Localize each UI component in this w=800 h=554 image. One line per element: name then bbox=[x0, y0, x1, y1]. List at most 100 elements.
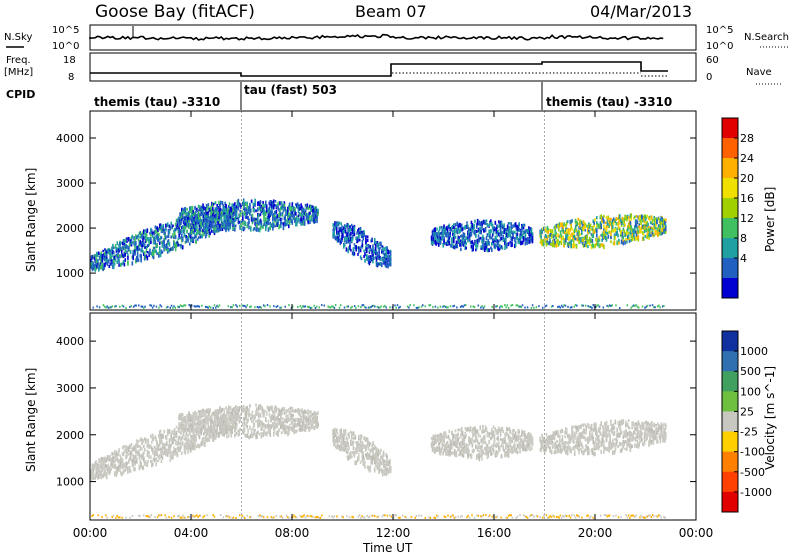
power-echo-cell bbox=[265, 209, 268, 213]
power-echo-cell bbox=[163, 230, 165, 235]
power-echo-cell bbox=[510, 224, 513, 229]
power-echo-cell bbox=[175, 243, 178, 248]
velocity-echo-cell bbox=[256, 408, 258, 411]
power-echo-cell bbox=[301, 209, 303, 213]
power-echo-cell bbox=[343, 243, 346, 247]
power-echo-cell bbox=[227, 228, 230, 232]
power-echo-cell bbox=[163, 238, 165, 242]
velocity-echo-cell bbox=[197, 417, 200, 422]
power-echo-cell bbox=[433, 228, 436, 232]
velocity-echo-cell bbox=[254, 428, 256, 432]
velocity-echo-cell bbox=[228, 414, 231, 418]
power-echo-cell bbox=[618, 221, 620, 226]
power-echo-cell bbox=[225, 227, 227, 233]
power-echo-cell bbox=[200, 210, 203, 215]
power-echo-cell bbox=[528, 238, 531, 241]
power-echo-cell bbox=[539, 233, 542, 238]
power-echo-cell bbox=[184, 218, 187, 223]
power-echo-cell bbox=[205, 216, 208, 220]
power-echo-cell bbox=[508, 226, 511, 230]
power-echo-cell bbox=[464, 241, 467, 245]
power-echo-cell bbox=[199, 212, 202, 216]
power-echo-cell bbox=[586, 224, 588, 228]
power-echo-cell bbox=[275, 221, 278, 226]
power-echo-cell bbox=[600, 225, 603, 230]
power-echo-cell bbox=[558, 228, 560, 232]
nave-label: Nave bbox=[746, 67, 772, 78]
power-echo-cell bbox=[238, 220, 241, 224]
power-echo-cell bbox=[295, 217, 297, 223]
power-echo-cell bbox=[203, 206, 205, 211]
velocity-echo-cell bbox=[111, 460, 113, 464]
power-clutter-cell bbox=[180, 304, 183, 307]
velocity-echo-cell bbox=[133, 467, 135, 472]
velocity-echo-cell bbox=[190, 424, 193, 427]
velocity-echo-cell bbox=[288, 423, 291, 429]
power-echo-cell bbox=[311, 209, 314, 213]
power-echo-cell bbox=[542, 227, 544, 231]
power-echo-cell bbox=[276, 222, 279, 227]
velocity-echo-cell bbox=[115, 466, 118, 471]
power-echo-cell bbox=[524, 237, 527, 241]
power-echo-cell bbox=[198, 224, 201, 228]
power-echo-cell bbox=[359, 255, 362, 259]
power-echo-cell bbox=[359, 248, 362, 253]
power-echo-cell bbox=[279, 224, 281, 228]
power-clutter-cell bbox=[111, 305, 113, 308]
power-echo-cell bbox=[285, 209, 287, 213]
power-clutter-cell bbox=[395, 306, 398, 309]
velocity-echo-cell bbox=[193, 416, 195, 420]
power-echo-cell bbox=[663, 221, 665, 227]
power-echo-cell bbox=[436, 237, 438, 241]
power-echo-cell bbox=[637, 230, 640, 233]
power-echo-cell bbox=[617, 233, 619, 238]
velocity-echo-cell bbox=[197, 443, 200, 448]
velocity-echo-cell bbox=[146, 449, 149, 453]
power-echo-cell bbox=[482, 244, 484, 250]
velocity-echo-cell bbox=[242, 431, 245, 435]
power-echo-cell bbox=[635, 232, 638, 237]
power-echo-cell bbox=[507, 222, 510, 225]
power-echo-cell bbox=[216, 226, 218, 230]
power-echo-cell bbox=[276, 214, 279, 219]
power-echo-cell bbox=[435, 242, 437, 246]
velocity-echo-cell bbox=[199, 414, 202, 419]
power-echo-cell bbox=[210, 211, 212, 216]
power-echo-cell bbox=[520, 233, 522, 237]
power-echo-cell bbox=[575, 220, 578, 225]
power-echo-cell bbox=[488, 248, 490, 252]
velocity-echo-cell bbox=[219, 427, 221, 431]
power-echo-cell bbox=[559, 235, 562, 239]
velocity-echo-cell bbox=[238, 419, 241, 424]
power-echo-cell bbox=[238, 213, 241, 217]
power-echo-cell bbox=[223, 213, 226, 217]
power-echo-cell bbox=[292, 206, 294, 210]
power-echo-cell bbox=[188, 226, 190, 229]
power-echo-cell bbox=[163, 246, 165, 252]
power-echo-cell bbox=[449, 233, 452, 238]
power-echo-cell bbox=[226, 211, 228, 216]
velocity-echo-cell bbox=[261, 423, 264, 428]
power-echo-cell bbox=[274, 210, 277, 215]
power-echo-cell bbox=[150, 229, 153, 235]
velocity-echo-cell bbox=[166, 431, 169, 437]
power-echo-cell bbox=[517, 226, 520, 231]
velocity-echo-cell bbox=[249, 433, 252, 439]
velocity-echo-cell bbox=[229, 425, 232, 429]
power-echo-cell bbox=[314, 214, 317, 220]
power-echo-cell bbox=[357, 229, 359, 233]
power-echo-cell bbox=[198, 213, 201, 217]
power-echo-cell bbox=[619, 231, 622, 237]
power-echo-cell bbox=[585, 235, 588, 238]
velocity-echo-cell bbox=[257, 405, 260, 410]
power-echo-cell bbox=[273, 214, 276, 218]
power-echo-cell bbox=[623, 219, 626, 223]
power-echo-cell bbox=[118, 258, 120, 262]
velocity-echo-cell bbox=[287, 430, 290, 434]
power-echo-cell bbox=[518, 238, 520, 242]
power-echo-cell bbox=[377, 262, 380, 267]
power-echo-cell bbox=[475, 225, 478, 229]
power-echo-cell bbox=[121, 253, 124, 257]
power-echo-cell bbox=[184, 215, 187, 221]
power-echo-cell bbox=[340, 237, 342, 241]
